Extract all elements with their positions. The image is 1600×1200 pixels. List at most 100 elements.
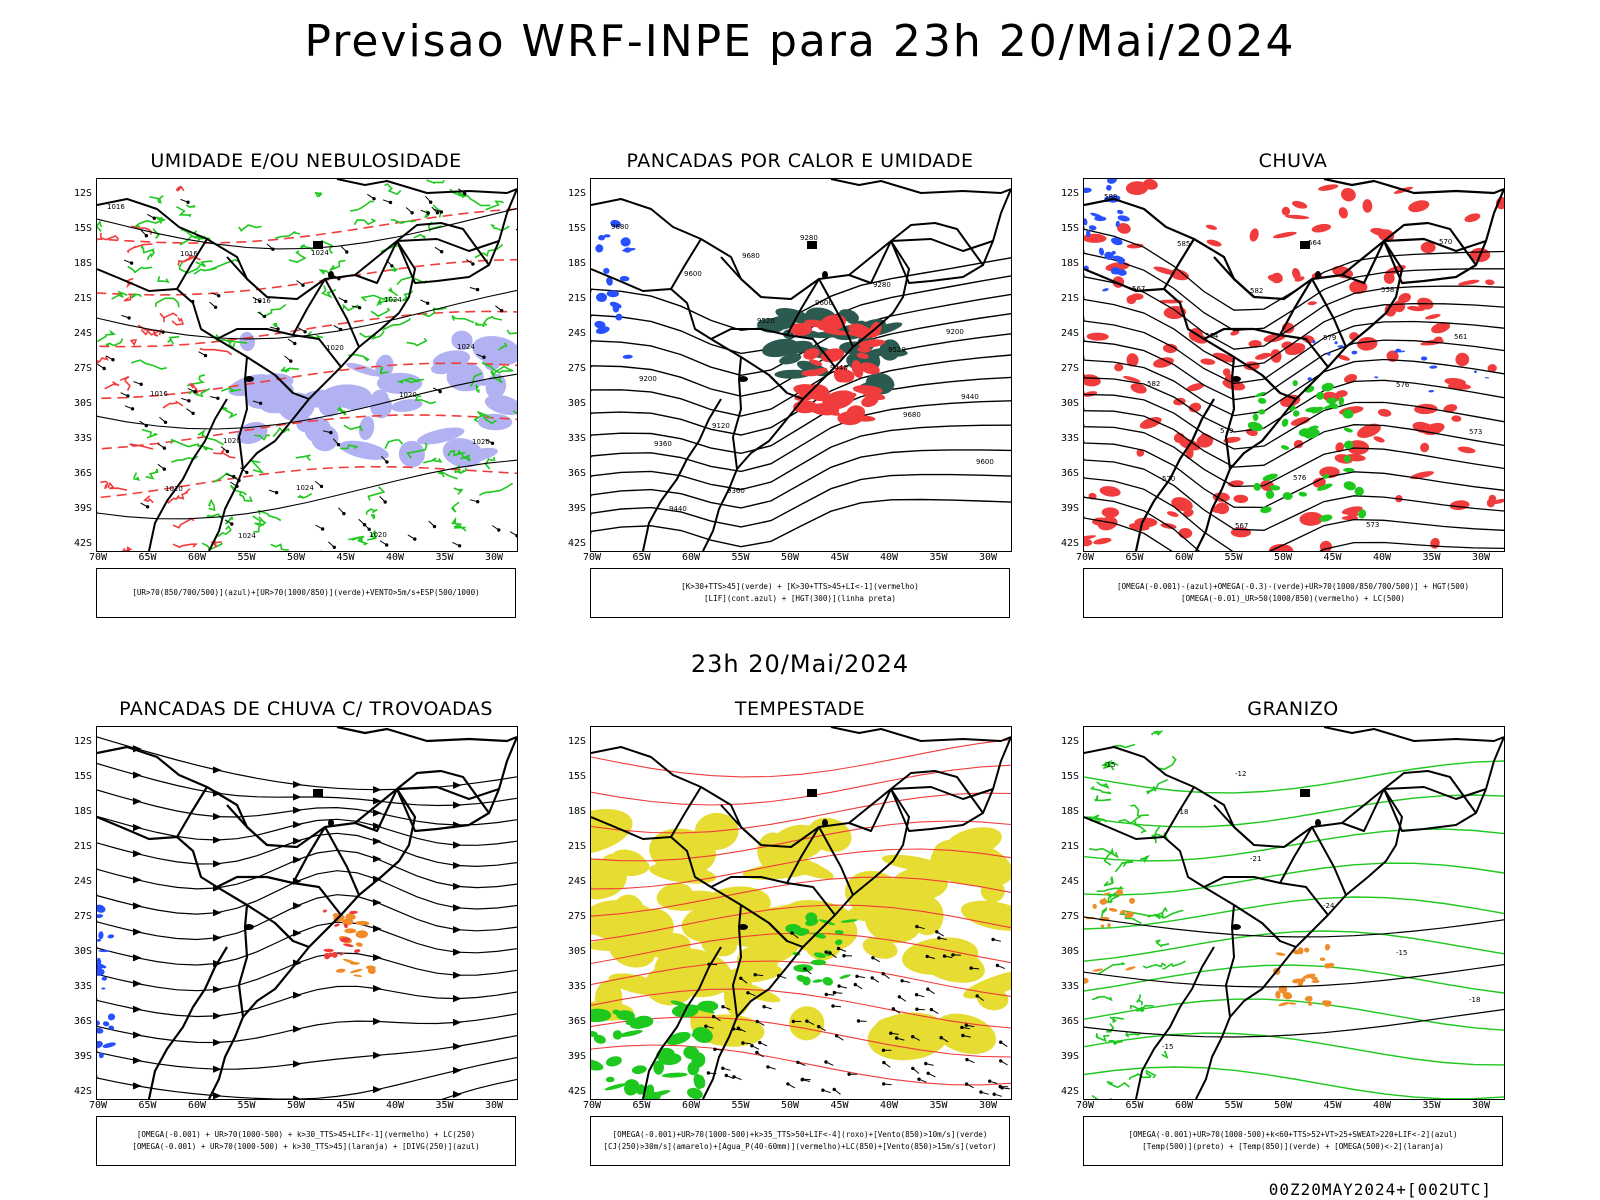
streamline-arrow xyxy=(372,925,382,933)
contour-line xyxy=(99,232,120,241)
wind-vector-head xyxy=(758,1040,762,1045)
contour-line xyxy=(1084,248,1504,332)
contour-label: 564 xyxy=(1308,239,1322,247)
latitude-tick-label: 12S xyxy=(73,736,92,747)
streamline xyxy=(441,1078,517,1099)
shaded-area xyxy=(1317,483,1333,491)
latitude-tick-label: 42S xyxy=(1060,538,1079,549)
contour-line xyxy=(1084,354,1504,417)
shaded-area xyxy=(1321,382,1334,392)
shaded-area xyxy=(591,809,633,855)
wind-vector-head xyxy=(482,355,486,359)
shaded-area xyxy=(451,330,473,351)
contour-label: 9600 xyxy=(976,458,994,466)
contour-line xyxy=(365,508,378,515)
shaded-area xyxy=(768,346,781,357)
streamline-arrow xyxy=(132,1005,142,1013)
contour-line xyxy=(1103,876,1114,887)
contour-line xyxy=(485,200,505,211)
shaded-area xyxy=(595,326,610,334)
shaded-area xyxy=(1303,973,1316,979)
latitude-tick-label: 18S xyxy=(73,258,92,269)
longitude-tick-label: 55W xyxy=(237,1100,256,1111)
contour-line xyxy=(1084,1008,1504,1038)
contour-label: 1020 xyxy=(165,485,183,493)
legend-line: [Temp(500)](preto) + [Temp(850)](verde) … xyxy=(1142,1142,1444,1151)
map-canvas: 1016 1016 1016 1020 1020 1020 1020 1024 1024 1024… xyxy=(97,179,517,551)
shaded-area xyxy=(1429,365,1438,369)
state-border xyxy=(732,356,742,470)
shaded-area xyxy=(619,275,630,282)
latitude-tick-label: 30S xyxy=(73,398,92,409)
contour-line xyxy=(340,444,358,450)
shaded-area xyxy=(349,910,358,915)
state-border xyxy=(890,238,994,252)
shaded-area xyxy=(837,411,863,426)
shaded-area xyxy=(612,1030,623,1040)
contour-line xyxy=(1135,1006,1145,1013)
contour-line xyxy=(1129,1004,1154,1012)
streamline-arrow xyxy=(132,1031,142,1039)
contour-line xyxy=(1084,335,1504,401)
shaded-area xyxy=(647,1090,671,1098)
streamline-arrow xyxy=(452,1090,462,1098)
shaded-area xyxy=(591,1014,606,1023)
contour-label: 1024 xyxy=(457,343,475,351)
wind-vector-head xyxy=(999,1040,1003,1044)
contour-line xyxy=(329,259,346,272)
wind-vector-head xyxy=(357,306,362,310)
shaded-area xyxy=(1267,274,1283,283)
contour-line xyxy=(1084,896,1504,930)
shaded-area xyxy=(839,974,851,979)
shaded-area xyxy=(918,946,985,983)
state-border xyxy=(1279,826,1313,884)
shaded-area xyxy=(1451,415,1462,422)
wind-vector-head xyxy=(706,1071,711,1075)
contour-line xyxy=(404,378,424,384)
contour-line xyxy=(454,464,466,475)
latitude-tick-label: 33S xyxy=(73,433,92,444)
wind-vector-head xyxy=(755,1050,759,1055)
longitude-tick-label: 60W xyxy=(1174,552,1194,563)
coastline xyxy=(336,727,517,743)
contour-label: -21 xyxy=(1250,855,1261,863)
streamline-arrow xyxy=(212,1012,222,1020)
shaded-area xyxy=(1247,421,1263,432)
state-border xyxy=(768,374,788,394)
shaded-area xyxy=(1430,537,1440,549)
wind-vector-head xyxy=(739,976,743,981)
state-border xyxy=(768,922,788,942)
shaded-area xyxy=(737,946,778,980)
lake-marker xyxy=(1315,271,1321,279)
contour-line xyxy=(97,208,517,244)
contour-line xyxy=(591,424,1011,491)
contour-line xyxy=(384,183,402,196)
contour-line xyxy=(1103,847,1114,866)
wind850-green xyxy=(591,1000,719,1099)
shaded-area xyxy=(1335,390,1348,398)
contour-line xyxy=(380,242,398,255)
shaded-area xyxy=(1337,354,1350,361)
wind-vector-head xyxy=(796,1060,800,1065)
wind-vector-head xyxy=(995,963,1000,968)
contour-line xyxy=(97,219,103,233)
shaded-area xyxy=(1086,332,1109,341)
shaded-area xyxy=(1374,376,1379,379)
wind-vector-head xyxy=(217,294,221,298)
shaded-area xyxy=(1099,898,1108,905)
contour-line xyxy=(1084,515,1173,551)
contour-line xyxy=(143,495,154,504)
contour-line xyxy=(172,543,198,549)
contour-line xyxy=(352,536,369,546)
shaded-area xyxy=(1362,199,1373,213)
shaded-area xyxy=(1305,406,1320,413)
shaded-area xyxy=(102,1021,110,1027)
wind-vector-head xyxy=(736,1026,741,1030)
contour-line xyxy=(591,932,1011,965)
contour-line xyxy=(97,289,517,340)
shaded-area xyxy=(1130,383,1147,394)
shaded-area xyxy=(670,1000,687,1007)
state-border xyxy=(818,826,854,896)
shaded-area xyxy=(1212,352,1235,363)
streamline-arrow xyxy=(452,1042,462,1050)
